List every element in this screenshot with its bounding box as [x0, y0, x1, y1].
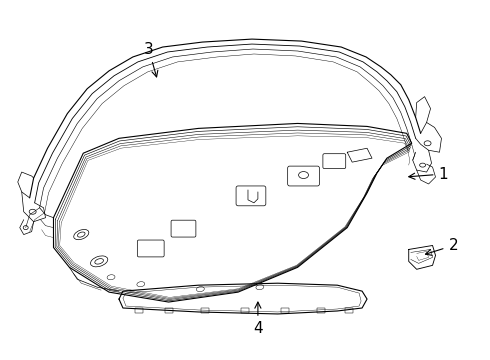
- Bar: [241, 308, 249, 313]
- Text: 4: 4: [253, 302, 263, 336]
- Bar: [281, 308, 289, 313]
- Bar: [201, 308, 209, 313]
- Bar: [135, 308, 143, 313]
- Text: 2: 2: [425, 238, 458, 255]
- Text: 3: 3: [144, 42, 158, 77]
- Text: 1: 1: [409, 167, 448, 181]
- Bar: [345, 308, 353, 313]
- Bar: [318, 308, 325, 313]
- Bar: [165, 308, 172, 313]
